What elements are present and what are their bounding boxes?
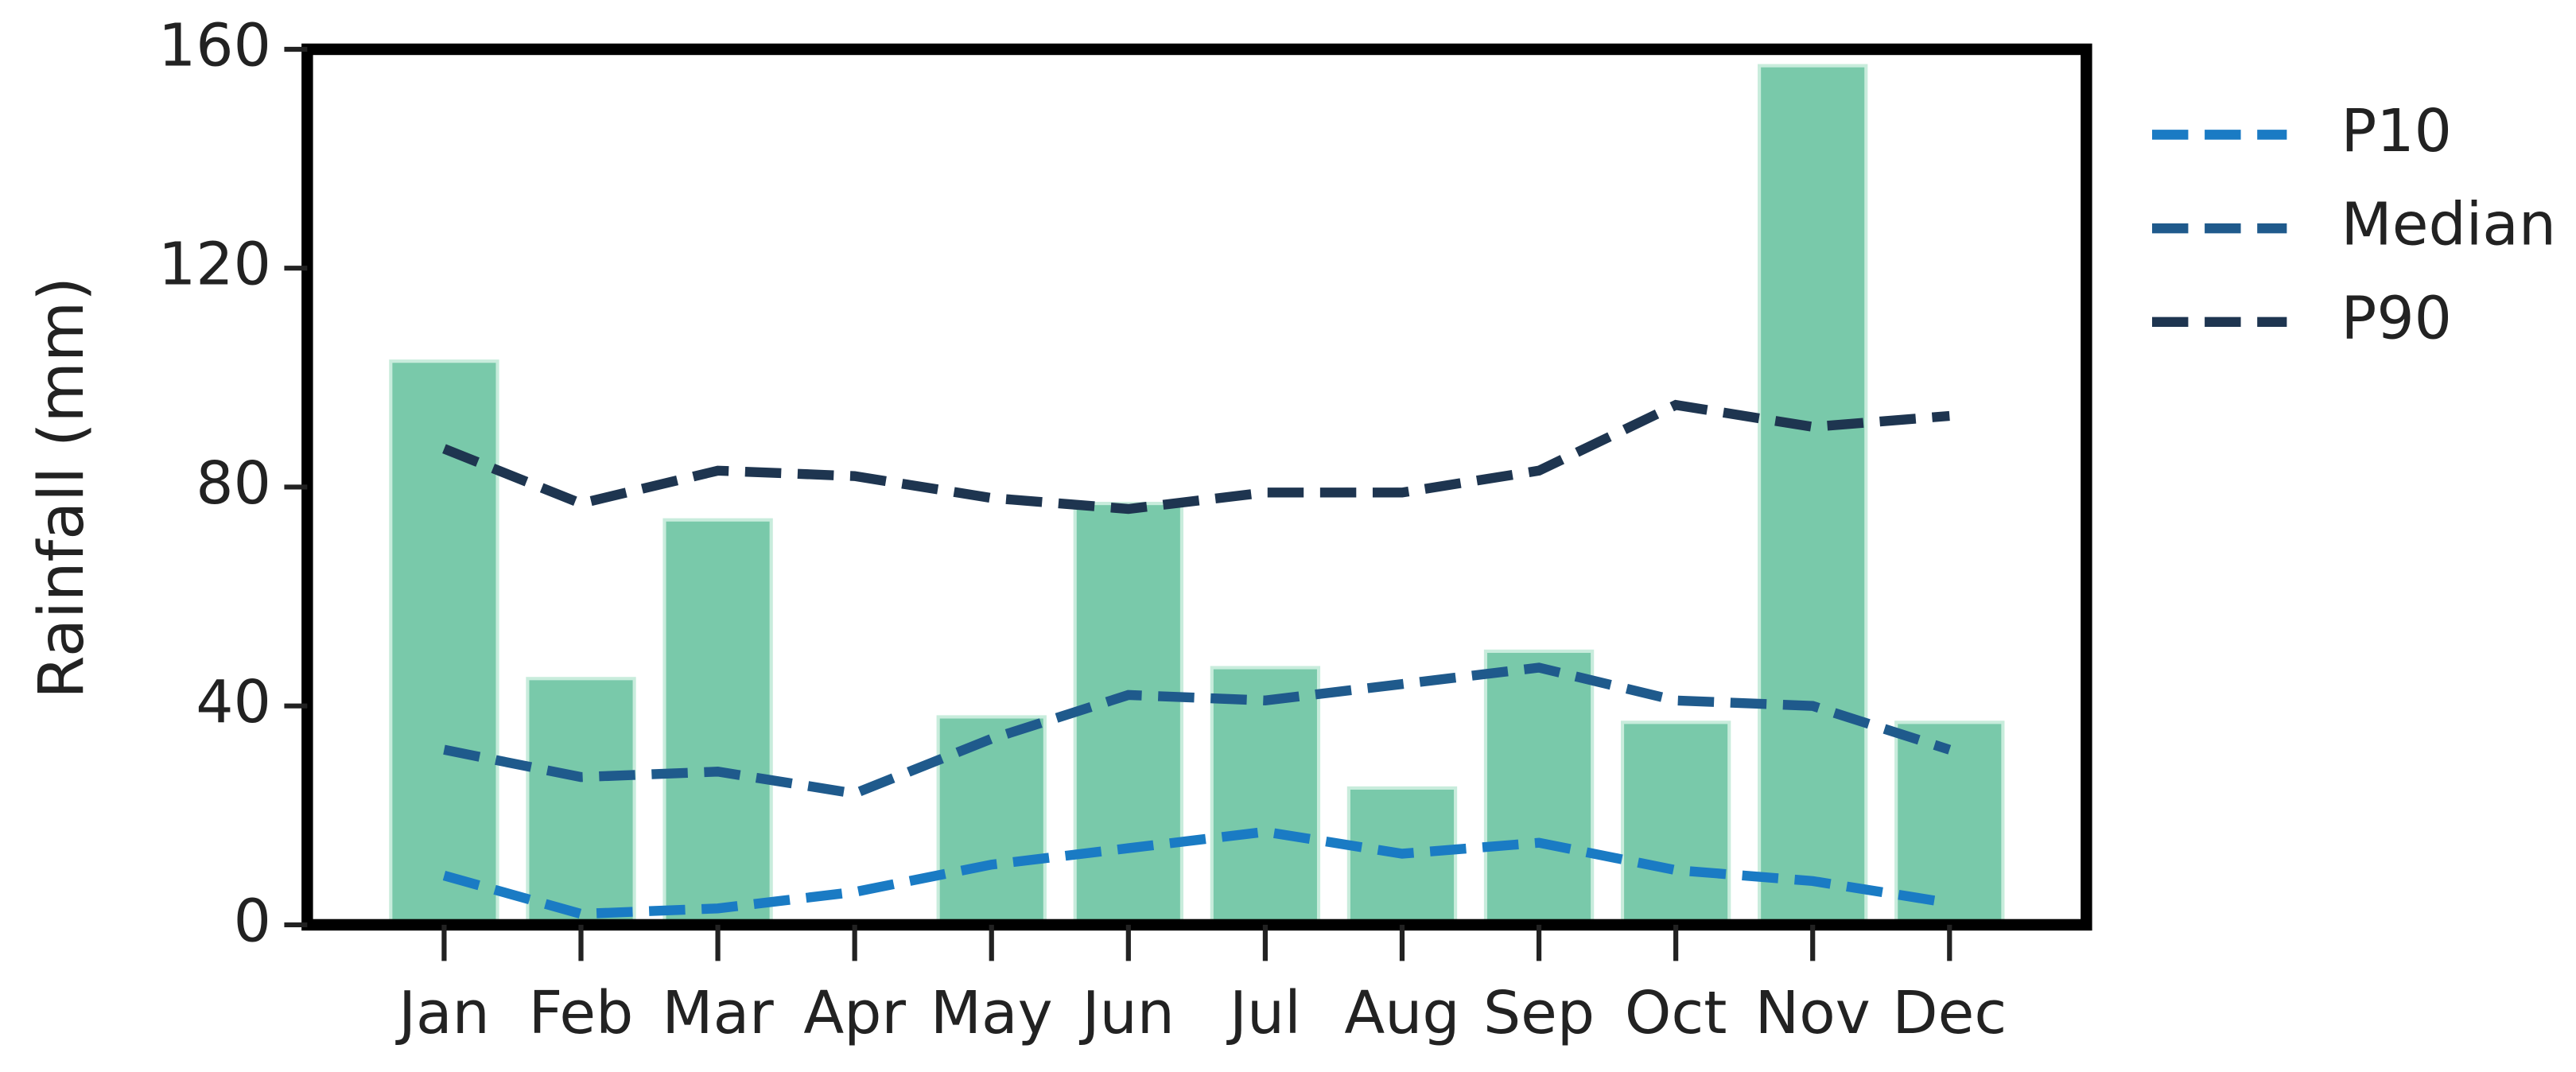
- bar: [1758, 64, 1868, 926]
- x-tick-label: Feb: [529, 978, 634, 1047]
- x-tick-label: Oct: [1625, 978, 1727, 1047]
- x-tick-label: Sep: [1483, 978, 1595, 1047]
- bar: [526, 677, 636, 926]
- x-tick-label: Mar: [662, 978, 774, 1047]
- x-tick-label: Jun: [1079, 978, 1175, 1047]
- x-tick-label: Dec: [1892, 978, 2007, 1047]
- y-tick-label: 0: [234, 886, 271, 955]
- bar: [389, 359, 499, 926]
- bar: [1620, 720, 1731, 926]
- legend-label: P90: [2341, 283, 2452, 352]
- legend-label: P10: [2341, 96, 2452, 165]
- line-series: [443, 662, 1952, 799]
- line-series: [442, 399, 1950, 515]
- y-axis-label: Rainfall (mm): [25, 277, 98, 699]
- y-tick-label: 160: [158, 10, 271, 80]
- x-tick-label: Jul: [1226, 978, 1301, 1047]
- y-tick-label: 80: [196, 449, 271, 518]
- x-tick-label: Aug: [1344, 978, 1459, 1047]
- y-tick-label: 120: [158, 230, 271, 299]
- bar: [1894, 720, 2005, 926]
- x-tick-label: Nov: [1755, 978, 1871, 1047]
- x-tick-label: Apr: [803, 978, 906, 1047]
- x-tick-label: Jan: [395, 978, 490, 1047]
- legend-label: Median: [2341, 190, 2556, 259]
- y-tick-label: 40: [196, 667, 271, 736]
- line-series: [442, 826, 1951, 919]
- bar: [1210, 666, 1321, 926]
- bar: [662, 518, 773, 926]
- x-tick-label: May: [931, 978, 1053, 1047]
- bar: [1073, 502, 1183, 926]
- bar: [1483, 649, 1595, 926]
- bar: [936, 715, 1047, 926]
